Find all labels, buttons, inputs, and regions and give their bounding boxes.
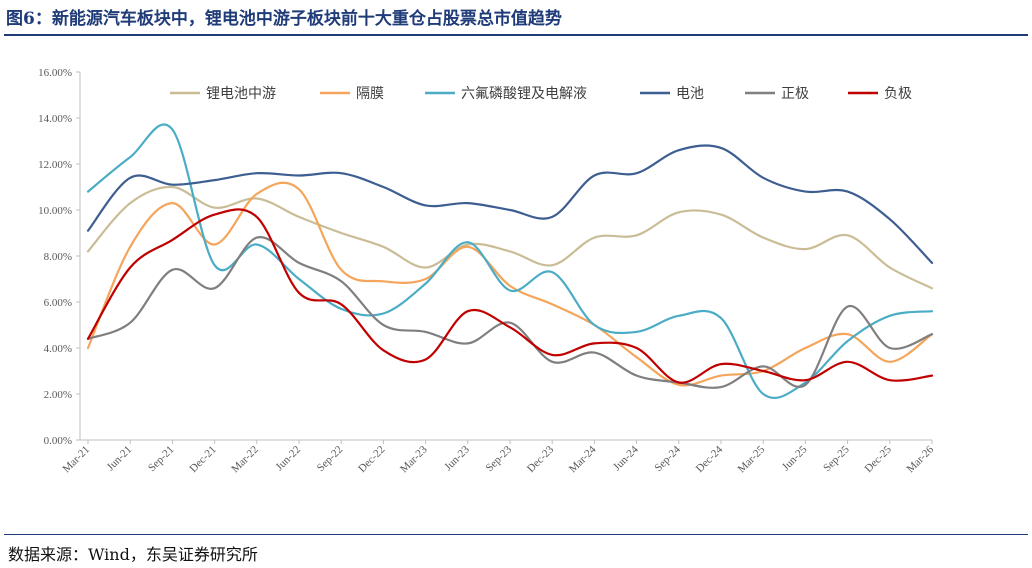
y-tick-label: 8.00% (44, 251, 72, 263)
x-tick-label: Sep-22 (315, 444, 346, 475)
x-tick-label: Sep-23 (484, 443, 515, 474)
y-tick-label: 0.00% (44, 435, 72, 447)
x-tick-label: Mar-26 (904, 443, 936, 475)
legend-label: 隔膜 (356, 86, 384, 102)
x-tick-label: Mar-22 (229, 444, 261, 476)
x-tick-label: Mar-21 (60, 444, 92, 476)
legend-label: 负极 (884, 86, 912, 102)
x-tick-label: Mar-24 (567, 443, 599, 475)
y-tick-label: 6.00% (44, 297, 72, 309)
x-tick-label: Jun-21 (105, 444, 135, 474)
x-tick-label: Mar-23 (398, 443, 430, 475)
y-tick-label: 10.00% (38, 205, 72, 217)
series-line-1 (86, 185, 934, 290)
legend-label: 六氟磷酸锂及电解液 (461, 86, 587, 102)
x-tick-label: Dec-22 (356, 444, 387, 475)
y-tick-label: 12.00% (38, 159, 72, 171)
series-line-4 (86, 144, 934, 264)
bottom-rule (4, 534, 1028, 535)
x-tick-label: Jun-24 (611, 443, 641, 473)
top-rule (4, 34, 1028, 36)
source-note: 数据来源：Wind，东吴证券研究所 (8, 545, 258, 564)
x-tick-label: Jun-23 (442, 443, 472, 473)
y-tick-label: 14.00% (38, 113, 72, 125)
x-tick-label: Dec-23 (525, 443, 557, 475)
x-tick-label: Jun-22 (273, 444, 303, 474)
series-line-6 (86, 208, 934, 384)
series-line-2 (86, 181, 934, 387)
y-tick-label: 16.00% (38, 67, 72, 79)
legend-label: 锂电池中游 (206, 86, 276, 102)
x-tick-label: Sep-21 (146, 444, 177, 475)
y-tick-label: 2.00% (44, 389, 72, 401)
series-line-3 (86, 123, 934, 400)
line-chart: 0.00% 2.00% 4.00% 6.00% 8.00% 10.00% 12.00% 14.… (38, 67, 936, 476)
legend-label: 电池 (676, 86, 704, 102)
x-tick-label: Mar-25 (736, 443, 768, 475)
legend-label: 正极 (781, 86, 809, 102)
x-tick-label: Sep-24 (652, 443, 683, 474)
x-tick-label: Dec-24 (694, 443, 726, 475)
y-tick-label: 4.00% (44, 343, 72, 355)
x-tick-label: Sep-25 (821, 443, 852, 474)
figure-title: 图6：新能源汽车板块中，锂电池中游子板块前十大重仓占股票总市值趋势 (6, 9, 562, 29)
series-line-5 (86, 236, 934, 389)
x-tick-label: Jun-25 (780, 443, 810, 473)
x-tick-label: Dec-21 (187, 444, 218, 475)
x-tick-label: Dec-25 (863, 443, 895, 475)
